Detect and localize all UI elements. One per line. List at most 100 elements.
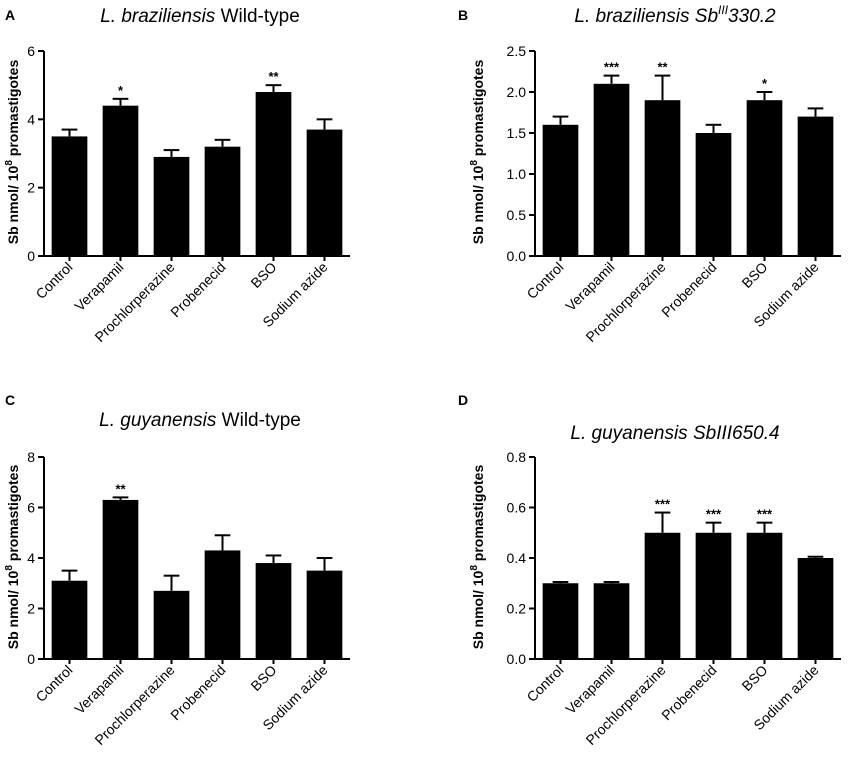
panel-letter: D bbox=[458, 392, 468, 408]
bar bbox=[746, 532, 783, 659]
chart-panel-d: D L. guyanensis SbIII650.4 Sb nmol/ 108 pr… bbox=[458, 392, 841, 748]
bar bbox=[153, 590, 190, 659]
title-superscript: III bbox=[718, 3, 729, 17]
y-tick-label: 1.0 bbox=[507, 166, 527, 182]
y-tick-label: 0.5 bbox=[507, 207, 527, 223]
y-axis-label: Sb nmol/ 108 promastigotes bbox=[469, 60, 486, 245]
bar bbox=[255, 92, 292, 256]
y-tick-label: 2 bbox=[27, 180, 35, 196]
significance-marker: * bbox=[118, 83, 124, 98]
y-label-main: Sb nmol/ 10 bbox=[470, 570, 486, 649]
y-tick-label: 2 bbox=[27, 601, 35, 617]
title-italic: L. braziliensis bbox=[100, 6, 216, 27]
bar bbox=[542, 583, 579, 659]
y-label-main: Sb nmol/ 10 bbox=[5, 570, 21, 649]
category-label: Control bbox=[32, 259, 75, 302]
chart-panel-a: A L. braziliensis Wild-type Sb nmol/ 108 p… bbox=[4, 6, 350, 345]
significance-marker: ** bbox=[115, 481, 126, 496]
category-label: BSO bbox=[738, 259, 770, 291]
y-label-rest: promastigotes bbox=[470, 60, 486, 161]
category-label: Control bbox=[523, 259, 566, 302]
y-label-superscript: 8 bbox=[4, 565, 15, 571]
bar bbox=[695, 133, 732, 256]
bar bbox=[255, 563, 292, 659]
chart-title: L. braziliensis SbIII330.2 bbox=[574, 3, 776, 27]
y-tick-label: 2.5 bbox=[507, 43, 527, 59]
category-label: BSO bbox=[247, 259, 279, 291]
bar bbox=[644, 100, 681, 256]
category-label: Probenecid bbox=[167, 259, 228, 320]
y-tick-label: 1.5 bbox=[507, 125, 527, 141]
y-tick-label: 0.4 bbox=[507, 550, 527, 566]
y-tick-label: 0 bbox=[27, 651, 35, 667]
y-label-superscript: 8 bbox=[469, 565, 480, 571]
bar bbox=[306, 570, 343, 659]
title-italic: L. guyanensis bbox=[99, 410, 217, 431]
category-label: Probenecid bbox=[167, 662, 228, 723]
bar bbox=[797, 558, 834, 659]
y-tick-label: 0.8 bbox=[507, 449, 527, 465]
title-italic: L. guyanensis SbIII650.4 bbox=[570, 423, 779, 444]
y-label-superscript: 8 bbox=[4, 160, 15, 166]
y-tick-label: 4 bbox=[27, 550, 35, 566]
bar bbox=[746, 100, 783, 256]
chart-panel-b: B L. braziliensis SbIII330.2 Sb nmol/ 108 … bbox=[458, 3, 841, 345]
y-tick-label: 4 bbox=[27, 111, 35, 127]
y-label-superscript: 8 bbox=[469, 160, 480, 166]
significance-marker: ** bbox=[657, 60, 668, 75]
y-tick-label: 0.0 bbox=[507, 248, 527, 264]
significance-marker: *** bbox=[757, 507, 773, 522]
bar bbox=[51, 580, 88, 659]
y-tick-label: 8 bbox=[27, 449, 35, 465]
title-rest: Wild-type bbox=[215, 6, 299, 27]
title-italic: L. braziliensis Sb bbox=[574, 6, 718, 27]
y-tick-label: 0.2 bbox=[507, 601, 527, 617]
y-tick-label: 0.6 bbox=[507, 500, 527, 516]
bar bbox=[695, 532, 732, 659]
title-after: 330.2 bbox=[728, 6, 776, 27]
chart-title: L. braziliensis Wild-type bbox=[100, 6, 300, 27]
y-tick-label: 0.0 bbox=[507, 651, 527, 667]
bar bbox=[542, 124, 579, 256]
y-axis-label: Sb nmol/ 108 promastigotes bbox=[4, 465, 21, 650]
y-axis-label: Sb nmol/ 108 promastigotes bbox=[469, 465, 486, 650]
bar bbox=[204, 146, 241, 256]
significance-marker: ** bbox=[268, 69, 279, 84]
bar bbox=[644, 532, 681, 659]
y-tick-label: 0 bbox=[27, 248, 35, 264]
bar bbox=[593, 583, 630, 659]
category-label: BSO bbox=[738, 662, 770, 694]
y-axis-label: Sb nmol/ 108 promastigotes bbox=[4, 60, 21, 245]
y-label-rest: promastigotes bbox=[470, 465, 486, 566]
y-tick-label: 2.0 bbox=[507, 84, 527, 100]
bar bbox=[153, 156, 190, 256]
category-label: BSO bbox=[247, 662, 279, 694]
category-label: Control bbox=[523, 662, 566, 705]
significance-marker: * bbox=[762, 76, 768, 91]
y-tick-label: 6 bbox=[27, 43, 35, 59]
bar bbox=[306, 129, 343, 256]
panel-letter: C bbox=[5, 392, 15, 408]
y-label-rest: promastigotes bbox=[5, 60, 21, 161]
bar bbox=[51, 136, 88, 256]
y-tick-label: 6 bbox=[27, 500, 35, 516]
chart-title: L. guyanensis SbIII650.4 bbox=[570, 423, 779, 444]
category-label: Probenecid bbox=[658, 259, 719, 320]
panel-letter: B bbox=[458, 7, 468, 23]
category-label: Probenecid bbox=[658, 662, 719, 723]
significance-marker: *** bbox=[655, 497, 671, 512]
bar bbox=[102, 105, 139, 257]
y-label-main: Sb nmol/ 10 bbox=[470, 165, 486, 244]
chart-title: L. guyanensis Wild-type bbox=[99, 410, 301, 431]
bar bbox=[797, 116, 834, 256]
significance-marker: *** bbox=[706, 507, 722, 522]
bar bbox=[593, 83, 630, 256]
category-label: Control bbox=[32, 662, 75, 705]
title-rest: Wild-type bbox=[216, 410, 300, 431]
y-label-rest: promastigotes bbox=[5, 465, 21, 566]
bar bbox=[102, 499, 139, 659]
panel-letter: A bbox=[5, 7, 15, 23]
y-label-main: Sb nmol/ 10 bbox=[5, 165, 21, 244]
